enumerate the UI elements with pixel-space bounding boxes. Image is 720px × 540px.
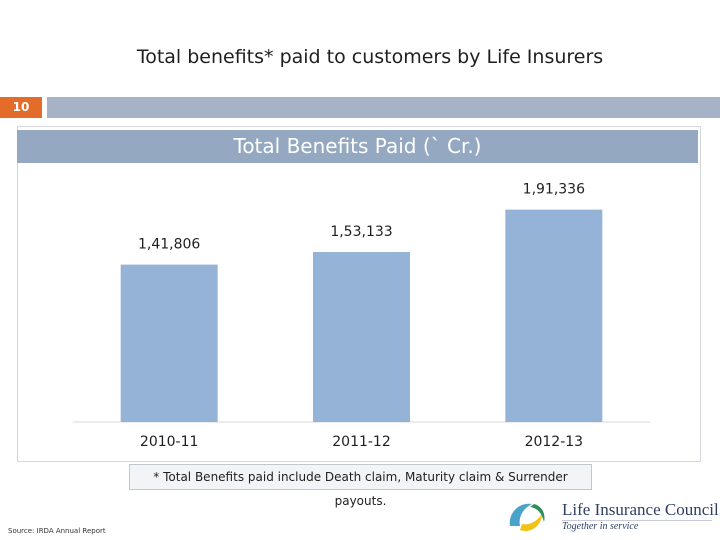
x-tick-label-2010-11: 2010-11 [140,434,199,450]
logo-swirl-icon [509,503,545,532]
life-insurance-council-logo: Life Insurance Council Together in servi… [500,494,719,538]
data-label-2010-11: 1,41,806 [138,237,200,253]
source-note: Source: IRDA Annual Report [8,527,106,535]
plot-area: 1,41,806 2010-11 1,53,133 2011-12 1,91,336 20… [73,182,650,450]
logo-name: Life Insurance Council [562,500,719,519]
chart-title: Total Benefits Paid (` Cr.) [17,130,698,163]
slide-title: Total benefits* paid to customers by Lif… [136,46,604,68]
logo-divider [562,520,712,521]
header-bar [47,97,720,118]
data-label-2011-12: 1,53,133 [330,224,392,240]
x-tick-label-2012-13: 2012-13 [525,434,584,450]
bar-2010-11 [120,264,218,422]
slide-number: 10 [0,97,42,118]
bar-2012-13 [505,209,603,422]
data-label-2012-13: 1,91,336 [523,182,585,198]
bar-2011-12 [313,252,410,422]
footnote: * Total Benefits paid include Death clai… [129,464,592,508]
x-tick-label-2011-12: 2011-12 [332,434,391,450]
logo-tagline: Together in service [562,521,639,532]
